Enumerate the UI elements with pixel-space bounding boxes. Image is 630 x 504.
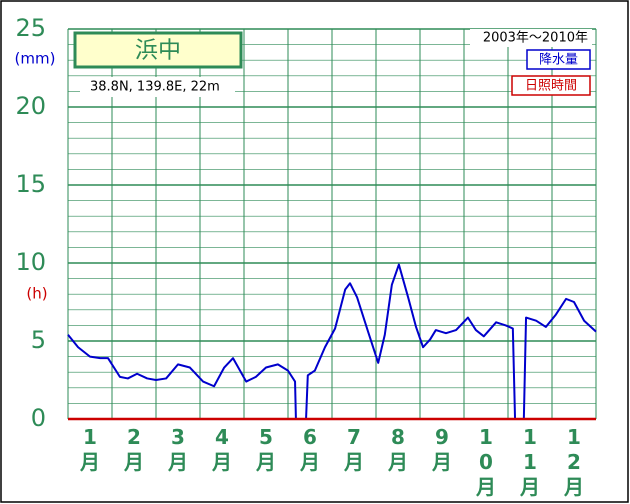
legend-box <box>526 49 591 70</box>
period-bg <box>470 29 592 47</box>
x-tick-label: 10月 <box>476 425 496 499</box>
x-tick-label: 5月 <box>256 425 276 474</box>
series-line <box>67 263 597 420</box>
x-tick-label: 9月 <box>432 425 452 474</box>
y-unit-mm: (mm) <box>15 50 56 68</box>
station-name: 浜中 <box>135 38 181 64</box>
y-unit-h: (h) <box>26 285 47 303</box>
legend-label: 降水量 <box>539 53 578 68</box>
location: 38.8N, 139.8E, 22m <box>90 80 220 95</box>
x-tick-label: 6月 <box>300 425 320 474</box>
legend-box <box>511 75 591 96</box>
x-tick-label: 1月 <box>80 425 100 474</box>
x-tick-label: 3月 <box>168 425 188 474</box>
y-tick-label: 20 <box>15 92 46 120</box>
period: 2003年〜2010年 <box>483 31 588 46</box>
x-tick-label: 2月 <box>124 425 144 474</box>
y-tick-label: 0 <box>31 404 46 432</box>
y-tick-label: 25 <box>15 14 46 42</box>
x-tick-label: 12月 <box>564 425 584 499</box>
location-bg <box>80 77 235 97</box>
y-tick-label: 10 <box>15 248 46 276</box>
x-tick-label: 4月 <box>212 425 232 474</box>
legend-label: 日照時間 <box>525 79 577 94</box>
x-tick-label: 8月 <box>388 425 408 474</box>
station-box <box>73 31 243 69</box>
y-tick-label: 5 <box>31 326 46 354</box>
x-tick-label: 11月 <box>520 425 540 499</box>
x-tick-label: 7月 <box>344 425 364 474</box>
y-tick-label: 15 <box>15 170 46 198</box>
